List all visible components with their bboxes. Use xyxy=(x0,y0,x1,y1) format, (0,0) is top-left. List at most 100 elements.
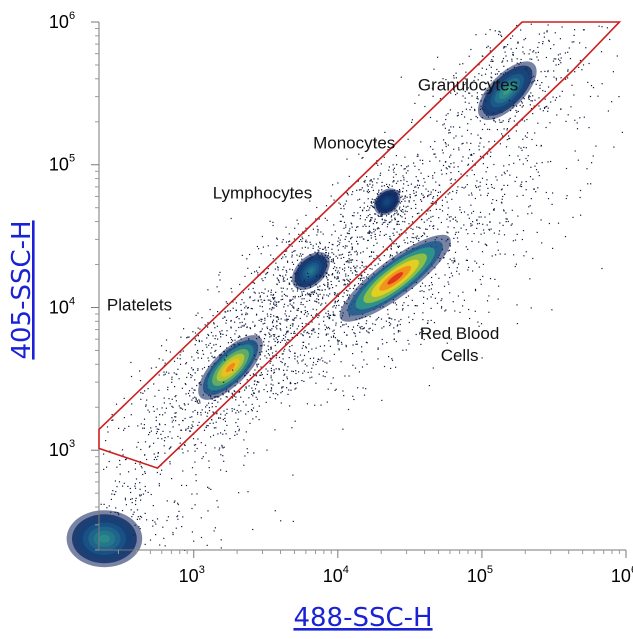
event-dot xyxy=(162,414,164,416)
event-dot xyxy=(267,290,269,292)
event-dot xyxy=(266,295,268,297)
event-dot xyxy=(503,171,505,173)
event-dot xyxy=(353,215,355,217)
event-dot xyxy=(447,232,449,234)
event-dot xyxy=(157,455,159,457)
event-dot xyxy=(441,205,443,207)
event-dot xyxy=(429,225,431,227)
event-dot xyxy=(496,241,498,243)
event-dot xyxy=(273,369,275,371)
event-dot xyxy=(258,335,260,337)
event-dot xyxy=(463,299,465,301)
event-dot xyxy=(413,312,415,315)
event-dot xyxy=(242,401,244,403)
event-dot xyxy=(283,334,285,336)
event-dot xyxy=(420,343,422,345)
event-dot xyxy=(476,219,478,222)
event-dot xyxy=(500,189,503,191)
event-dot xyxy=(440,85,442,87)
event-dot xyxy=(346,278,348,280)
event-dot xyxy=(322,370,324,372)
event-dot xyxy=(185,383,187,386)
event-dot xyxy=(366,330,368,332)
event-dot xyxy=(245,305,247,307)
event-dot xyxy=(613,146,615,148)
event-dot xyxy=(416,155,418,157)
event-dot xyxy=(217,311,219,313)
event-dot xyxy=(307,272,309,275)
event-dot xyxy=(430,296,432,298)
event-dot xyxy=(404,156,406,158)
event-dot xyxy=(539,108,541,110)
event-dot xyxy=(210,436,212,438)
event-dot xyxy=(399,215,402,217)
event-dot xyxy=(519,104,521,106)
event-dot xyxy=(245,404,247,406)
event-dot xyxy=(465,108,467,110)
event-dot xyxy=(235,412,237,414)
event-dot xyxy=(354,269,356,271)
event-dot xyxy=(506,129,508,131)
event-dot xyxy=(408,223,410,225)
event-dot xyxy=(371,251,373,253)
event-dot xyxy=(184,417,186,420)
event-dot xyxy=(354,335,357,337)
event-dot xyxy=(540,71,542,73)
event-dot xyxy=(452,218,454,220)
event-dot xyxy=(399,206,401,208)
event-dot xyxy=(338,202,340,204)
event-dot xyxy=(253,452,255,454)
event-dot xyxy=(496,129,498,131)
event-dot xyxy=(481,251,484,253)
event-dot xyxy=(280,329,282,331)
event-dot xyxy=(459,206,461,208)
event-dot xyxy=(497,298,499,300)
event-dot xyxy=(122,485,124,487)
event-dot xyxy=(294,227,296,229)
event-dot xyxy=(450,154,452,156)
event-dot xyxy=(229,310,231,312)
event-dot xyxy=(282,338,285,340)
event-dot xyxy=(277,394,279,396)
event-dot xyxy=(336,339,339,341)
event-dot xyxy=(215,427,217,429)
event-dot xyxy=(226,396,228,398)
event-dot xyxy=(387,313,389,315)
event-dot xyxy=(314,290,316,292)
event-dot xyxy=(222,418,224,421)
event-dot xyxy=(567,69,569,71)
event-dot xyxy=(377,164,379,166)
event-dot xyxy=(194,504,196,506)
event-dot xyxy=(367,232,369,234)
event-dot xyxy=(315,382,317,384)
event-dot xyxy=(275,326,277,328)
event-dot xyxy=(532,51,534,53)
event-dot xyxy=(181,408,184,410)
event-dot xyxy=(370,180,372,182)
event-dot xyxy=(464,101,466,103)
event-dot xyxy=(446,231,448,233)
event-dot xyxy=(565,197,567,200)
event-dot xyxy=(454,261,456,263)
event-dot xyxy=(468,308,470,311)
event-dot xyxy=(466,259,468,261)
event-dot xyxy=(231,410,233,412)
gate-polygon[interactable] xyxy=(98,21,622,470)
event-dot xyxy=(471,82,473,84)
event-dot xyxy=(474,164,476,166)
event-dot xyxy=(363,327,365,330)
event-dot xyxy=(252,418,254,420)
event-dot xyxy=(513,254,515,256)
event-dot xyxy=(125,458,127,460)
event-dot xyxy=(441,210,444,212)
event-dot xyxy=(299,354,302,356)
event-dot xyxy=(467,163,470,165)
event-dot xyxy=(168,448,170,450)
event-dot xyxy=(135,503,137,506)
event-dot xyxy=(529,278,531,280)
event-dot xyxy=(356,240,358,242)
event-dot xyxy=(449,276,451,279)
event-dot xyxy=(294,388,296,390)
event-dot xyxy=(488,141,490,143)
event-dot xyxy=(511,223,513,225)
